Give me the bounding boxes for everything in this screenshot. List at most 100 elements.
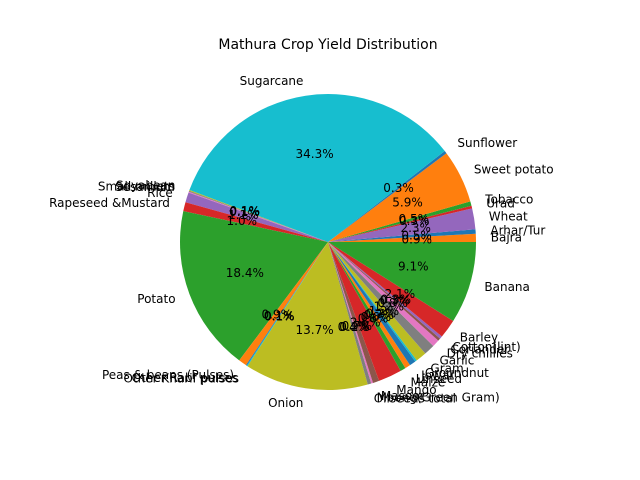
pie-slice-potato: [180, 211, 328, 361]
pie-slice-urad: [328, 205, 473, 242]
slice-label-dry-chillies: Dry chillies: [447, 347, 513, 361]
slice-label-urad: Urad: [486, 197, 515, 211]
pie-slice-other-rabi-pulses: [245, 242, 328, 366]
pie-slice-banana: [328, 242, 476, 321]
pie-slices: [180, 94, 476, 390]
slice-label-maize: Maize: [411, 375, 446, 389]
pie-slice-sweet-potato: [328, 153, 471, 242]
slice-pct-rapeseed-mustard: 1.0%: [227, 214, 258, 228]
slice-pct-sesamum: 0.1%: [229, 205, 260, 219]
percentage-labels: 0.9%0.5%2.3%0.3%0.5%5.9%0.3%34.3%0.1%0.1…: [226, 147, 432, 337]
pie-slice-dry-chillies: [328, 242, 439, 346]
pie-slice-barley: [328, 242, 454, 337]
slice-label-gram: Gram: [430, 362, 463, 376]
slice-pct-maize: 0.6%: [358, 312, 389, 326]
pie-slice-moong-green-gram: [328, 242, 374, 384]
slice-label-tobacco: Tobacco: [484, 193, 533, 207]
pie-slice-small-millets: [188, 190, 328, 242]
slice-pct-soyabean: 0.1%: [230, 204, 261, 218]
slice-label-coriander: Coriander: [450, 342, 509, 356]
slice-label-sunflower: Sunflower: [457, 136, 517, 150]
pie-slice-rapeseed-mustard: [183, 202, 328, 242]
slice-pct-linseed: 0.6%: [361, 310, 392, 324]
slice-label-sugarcane: Sugarcane: [240, 74, 304, 88]
slice-pct-mango: 2.6%: [350, 316, 381, 330]
slice-label-other-rabi-pulses: Other Rabi pulses: [132, 371, 239, 385]
slice-label-groundnut: Groundnut: [425, 366, 489, 380]
pie-slice-garlic: [328, 242, 434, 354]
pie-slice-other-kharif-pulses: [246, 242, 328, 367]
slice-label-bajra: Bajra: [491, 230, 522, 244]
slice-pct-tobacco: 0.5%: [399, 212, 430, 226]
slice-pct-sugarcane: 34.3%: [296, 147, 334, 161]
pie-slice-onion: [247, 242, 368, 390]
slice-pct-jowar: 0.7%: [364, 308, 395, 322]
slice-pct-barley: 2.1%: [385, 287, 416, 301]
chart-title: Mathura Crop Yield Distribution: [218, 37, 437, 53]
slice-label-banana: Banana: [484, 280, 530, 294]
slice-label-sesamum: Sesamum: [115, 180, 175, 194]
pie-slice-groundnut: [328, 242, 417, 362]
slice-pct-dry-chillies: 0.8%: [377, 296, 408, 310]
slice-label-jowar: Jowar: [420, 369, 454, 383]
slice-pct-other-kharif-pulses: 0.1%: [264, 309, 295, 323]
slice-pct-other-rabi-pulses: 0.1%: [264, 309, 295, 323]
pie-slice-bajra: [328, 233, 476, 242]
slice-label-moong-green-gram: Moong(Green Gram): [377, 390, 500, 404]
slice-pct-potato: 18.4%: [226, 266, 264, 280]
slice-pct-sunflower: 0.3%: [383, 181, 414, 195]
slice-label-masoor: Masoor: [381, 389, 425, 403]
slice-label-mango: Mango: [396, 383, 436, 397]
slice-label-potato: Potato: [137, 292, 175, 306]
pie-slice-gram: [328, 242, 426, 361]
pie-slice-sunflower: [328, 151, 447, 242]
pie-slice-wheat: [328, 208, 476, 242]
slice-label-barley: Barley: [460, 331, 498, 345]
slice-label-small-millets: Small millets: [98, 179, 175, 193]
slice-label-oilseeds-total: Oilseeds total: [374, 391, 456, 405]
slice-pct-small-millets: 0.1%: [229, 205, 260, 219]
pie-slice-rice: [185, 192, 328, 242]
slice-pct-masoor: 0.7%: [342, 319, 373, 333]
slice-pct-oilseeds-total: 0.4%: [338, 320, 369, 334]
pie-slice-mango: [328, 242, 401, 381]
slice-pct-garlic: 1.2%: [374, 300, 405, 314]
slice-pct-arhar-tur: 0.5%: [401, 229, 432, 243]
slice-label-soyabean: Soyabean: [116, 178, 175, 192]
slice-label-cotton-lint: Cotton(lint): [452, 340, 520, 354]
pie-slice-coriander: [328, 242, 441, 341]
slice-label-wheat: Wheat: [489, 209, 528, 223]
slice-label-arhar-tur: Arhar/Tur: [490, 223, 545, 237]
slice-pct-banana: 9.1%: [398, 260, 429, 274]
slice-pct-cotton-lint: 0.3%: [381, 292, 412, 306]
slice-pct-onion: 13.7%: [296, 323, 334, 337]
slice-label-rice: Rice: [147, 186, 173, 200]
slice-label-sweet-potato: Sweet potato: [474, 163, 554, 177]
slice-label-other-kharif-pulses: Other Kharif pulses: [124, 371, 239, 385]
slice-pct-groundnut: 0.2%: [366, 306, 397, 320]
pie-slice-masoor: [328, 242, 380, 383]
slice-pct-bajra: 0.9%: [402, 233, 433, 247]
slice-label-garlic: Garlic: [440, 354, 475, 368]
pie-slice-sugarcane: [189, 94, 445, 242]
pie-slice-linseed: [328, 242, 411, 369]
pie-slice-sesamum: [188, 191, 328, 242]
slice-pct-moong-green-gram: 0.2%: [339, 320, 370, 334]
pie-slice-jowar: [328, 242, 416, 366]
pie-slice-peas-beans-pulses: [239, 242, 328, 366]
slice-pct-rice: 1.1%: [228, 208, 259, 222]
pie-slice-cotton-lint: [328, 242, 442, 339]
pie-slice-tobacco: [328, 201, 472, 242]
slice-label-rapeseed-mustard: Rapeseed &Mustard: [49, 196, 170, 210]
pie-slice-maize: [328, 242, 406, 371]
slice-pct-sweet-potato: 5.9%: [392, 196, 423, 210]
slice-label-peas-beans-pulses: Peas & beans (Pulses): [102, 368, 234, 382]
pie-slice-soyabean: [189, 190, 328, 242]
slice-label-linseed: Linseed: [416, 372, 462, 386]
slice-pct-coriander: 0.3%: [379, 294, 410, 308]
pie-slice-arhar-tur: [328, 229, 476, 242]
slice-label-onion: Onion: [268, 396, 303, 410]
